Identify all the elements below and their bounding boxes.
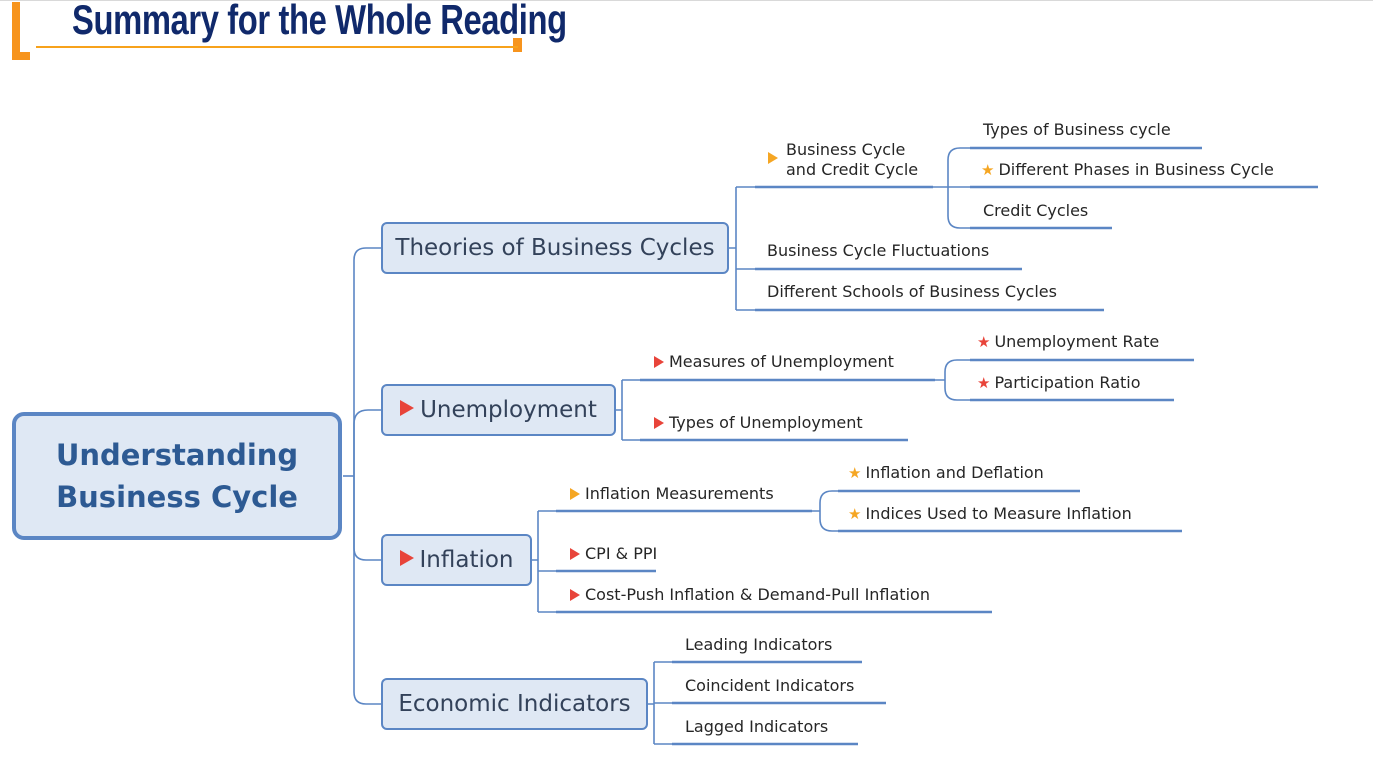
red-flag-icon — [399, 550, 414, 566]
node-cpi-label: CPI & PPI — [585, 544, 658, 563]
node-types-bc[interactable]: Types of Business cycle — [983, 120, 1171, 140]
page-title: Summary for the Whole Reading — [72, 0, 567, 43]
node-measures[interactable]: Measures of Unemployment — [654, 352, 894, 372]
connector-measures-hub — [935, 359, 970, 401]
node-id[interactable]: ★ Inflation and Deflation — [848, 463, 1044, 483]
branch-theories-label: Theories of Business Cycles — [395, 235, 715, 261]
root-label: Understanding Business Cycle — [56, 434, 298, 518]
root-label-line2: Business Cycle — [56, 480, 298, 514]
orange-flag-icon — [768, 152, 778, 164]
top-rule — [0, 0, 1373, 1]
red-flag-icon — [654, 356, 664, 368]
branch-inflation[interactable]: Inflation — [381, 534, 532, 586]
node-bcc[interactable]: Business Cycle and Credit Cycle — [767, 140, 918, 180]
red-flag-icon — [570, 548, 580, 560]
node-pr[interactable]: ★ Participation Ratio — [977, 373, 1141, 393]
connector-theories-hub — [729, 187, 737, 310]
node-bcc-line1: Business Cycle — [786, 140, 906, 159]
red-flag-icon — [654, 417, 664, 429]
node-indices[interactable]: ★ Indices Used to Measure Inflation — [848, 504, 1132, 524]
connector-unemployment-hub — [616, 379, 640, 441]
connector-theories-children — [736, 186, 755, 311]
branch-inflation-label: Inflation — [419, 547, 514, 573]
connector-bcc-hub — [933, 147, 970, 229]
node-cpi[interactable]: CPI & PPI — [570, 544, 657, 564]
node-lagged-label: Lagged Indicators — [685, 717, 829, 736]
title-bracket-right — [513, 38, 522, 52]
red-star-icon: ★ — [977, 374, 991, 392]
connector-trunk-theories — [353, 247, 381, 476]
node-measures-label: Measures of Unemployment — [669, 352, 894, 371]
node-fluct[interactable]: Business Cycle Fluctuations — [767, 241, 989, 261]
node-types-bc-label: Types of Business cycle — [983, 120, 1171, 139]
node-leading[interactable]: Leading Indicators — [685, 635, 832, 655]
orange-flag-icon — [570, 488, 580, 500]
connector-inflation-hub — [532, 510, 556, 613]
connector-trunk-unemployment — [353, 409, 381, 476]
connector-im-hub — [812, 490, 838, 532]
node-lagged[interactable]: Lagged Indicators — [685, 717, 828, 737]
orange-star-icon: ★ — [848, 505, 862, 523]
branch-unemployment-label: Unemployment — [420, 397, 597, 423]
title-underline — [36, 46, 518, 48]
node-costpush[interactable]: Cost-Push Inflation & Demand-Pull Inflat… — [570, 585, 930, 605]
title-bracket-foot — [12, 52, 30, 60]
red-flag-icon — [570, 589, 580, 601]
connector-trunk-inflation — [353, 476, 381, 561]
node-coincident[interactable]: Coincident Indicators — [685, 676, 854, 696]
connector-indicators-hub — [648, 661, 672, 745]
orange-star-icon: ★ — [981, 161, 995, 179]
node-schools-label: Different Schools of Business Cycles — [767, 282, 1057, 301]
branch-theories[interactable]: Theories of Business Cycles — [381, 222, 729, 274]
title-bracket-left — [12, 2, 20, 60]
node-credit-label: Credit Cycles — [983, 201, 1089, 220]
branch-indicators[interactable]: Economic Indicators — [381, 678, 648, 730]
node-costpush-label: Cost-Push Inflation & Demand-Pull Inflat… — [585, 585, 930, 604]
node-indices-label: Indices Used to Measure Inflation — [865, 504, 1132, 523]
branch-unemployment[interactable]: Unemployment — [381, 384, 616, 436]
node-leading-label: Leading Indicators — [685, 635, 833, 654]
root-label-line1: Understanding — [55, 438, 299, 472]
node-ur[interactable]: ★ Unemployment Rate — [977, 332, 1159, 352]
red-flag-icon — [400, 400, 415, 416]
root-node[interactable]: Understanding Business Cycle — [12, 412, 342, 540]
node-ur-label: Unemployment Rate — [994, 332, 1160, 351]
node-im-label: Inflation Measurements — [585, 484, 774, 503]
node-bcc-line2: and Credit Cycle — [786, 160, 919, 179]
node-types-u[interactable]: Types of Unemployment — [654, 413, 863, 433]
orange-star-icon: ★ — [848, 464, 862, 482]
node-schools[interactable]: Different Schools of Business Cycles — [767, 282, 1057, 302]
node-im[interactable]: Inflation Measurements — [570, 484, 774, 504]
node-credit[interactable]: Credit Cycles — [983, 201, 1088, 221]
connector-trunk-indicators — [353, 476, 381, 705]
node-types-u-label: Types of Unemployment — [669, 413, 863, 432]
node-pr-label: Participation Ratio — [994, 373, 1141, 392]
branch-indicators-label: Economic Indicators — [398, 691, 631, 717]
node-phases[interactable]: ★ Different Phases in Business Cycle — [981, 160, 1274, 180]
node-phases-label: Different Phases in Business Cycle — [998, 160, 1274, 179]
node-coincident-label: Coincident Indicators — [685, 676, 855, 695]
node-id-label: Inflation and Deflation — [865, 463, 1044, 482]
node-fluct-label: Business Cycle Fluctuations — [767, 241, 990, 260]
red-star-icon: ★ — [977, 333, 991, 351]
